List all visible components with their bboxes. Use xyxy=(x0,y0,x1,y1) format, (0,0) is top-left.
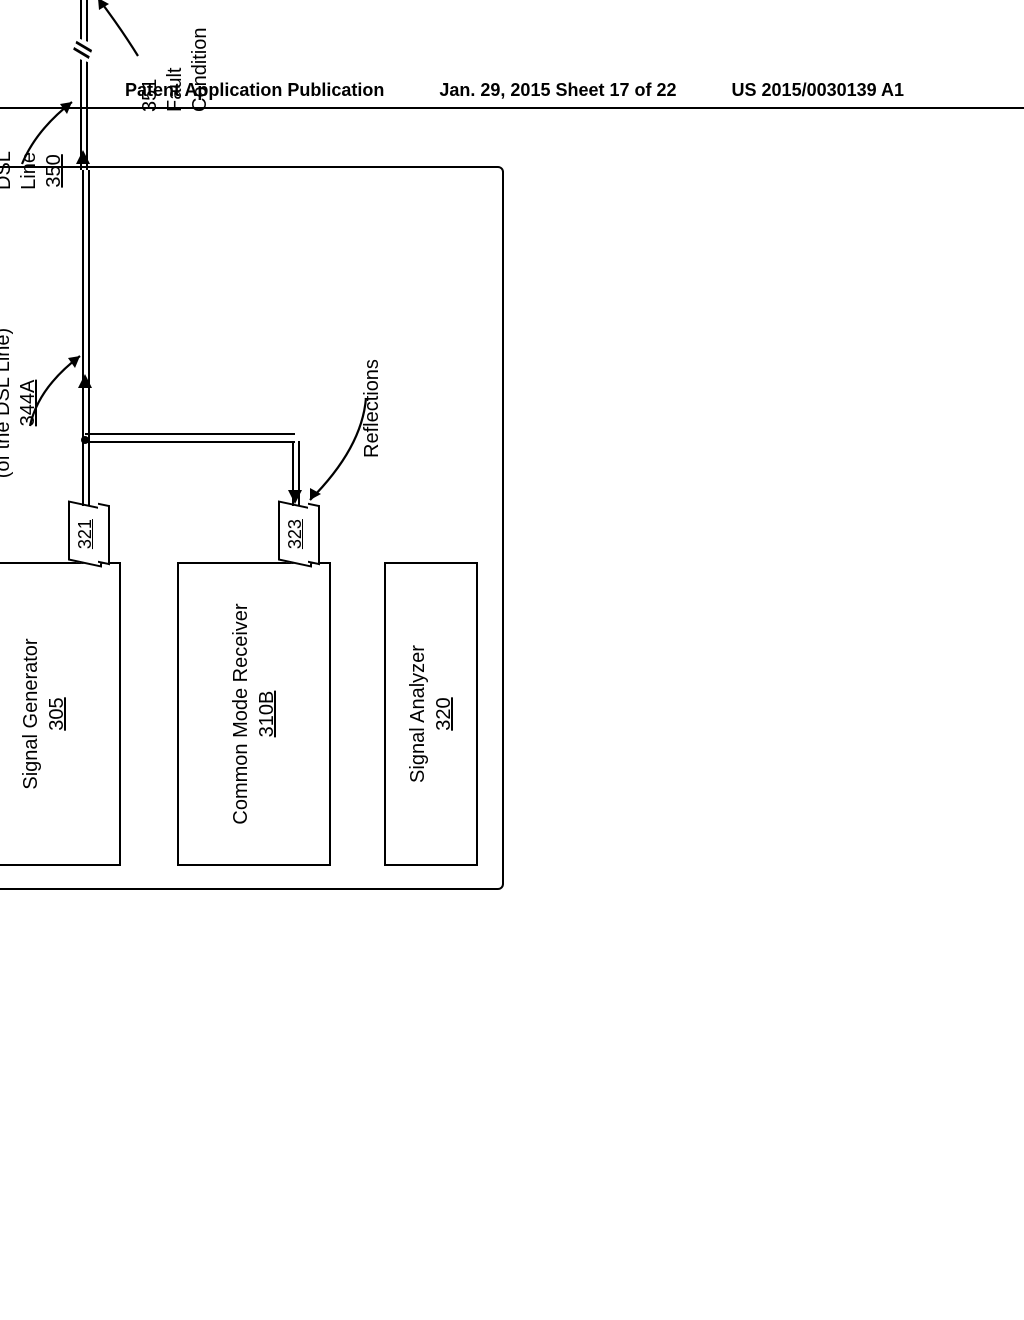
figure-stage: 308 FIG. 3H Apparatus 170 Signal Generat… xyxy=(0,170,860,890)
vertical-stub xyxy=(85,433,295,443)
signal-generator-box: Signal Generator 305 xyxy=(0,562,121,866)
port-323-fold xyxy=(308,503,320,566)
header-center: Jan. 29, 2015 Sheet 17 of 22 xyxy=(439,80,676,101)
common-mode-receiver-ref: 310B xyxy=(254,564,280,864)
signal-analyzer-label: Signal Analyzer xyxy=(405,564,431,864)
reflections-arrowhead-icon xyxy=(288,490,302,504)
conductor-label: Conductor (of the DSL Line) 344A xyxy=(0,298,41,508)
port-323: 323 xyxy=(278,500,312,567)
port-321: 321 xyxy=(68,500,102,567)
apparatus-box: Apparatus 170 Signal Generator 305 Commo… xyxy=(0,166,504,890)
header-right: US 2015/0030139 A1 xyxy=(732,80,904,101)
fault-callout-icon xyxy=(94,0,144,60)
signal-generator-ref: 305 xyxy=(44,564,70,864)
common-mode-receiver-label: Common Mode Receiver xyxy=(228,564,254,864)
dsl-line-label: DSL Line 350 xyxy=(0,152,67,190)
reflections-label: Reflections xyxy=(360,359,385,458)
dsl-arrowhead-icon xyxy=(76,150,90,164)
signal-analyzer-box: Signal Analyzer 320 xyxy=(384,562,478,866)
page: Patent Application Publication Jan. 29, … xyxy=(0,0,1024,1320)
port-321-fold xyxy=(98,503,110,566)
common-mode-receiver-box: Common Mode Receiver 310B xyxy=(177,562,331,866)
fault-label: 351 Fault Condition xyxy=(138,28,213,113)
signal-generator-label: Signal Generator xyxy=(18,564,44,864)
signal-analyzer-ref: 320 xyxy=(431,564,457,864)
